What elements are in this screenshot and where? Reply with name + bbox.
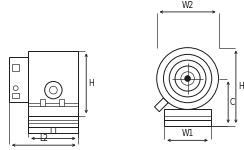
Bar: [164, 120, 211, 126]
Text: W2: W2: [182, 1, 194, 10]
Text: H: H: [238, 82, 244, 91]
Circle shape: [50, 86, 57, 94]
Bar: [59, 99, 64, 106]
Text: W1: W1: [182, 129, 194, 138]
Circle shape: [185, 76, 191, 81]
Circle shape: [45, 81, 62, 99]
Circle shape: [163, 54, 212, 103]
Bar: [28, 127, 79, 133]
Bar: [40, 99, 45, 106]
Bar: [28, 51, 79, 116]
Polygon shape: [154, 98, 168, 112]
Text: L1: L1: [49, 128, 58, 136]
Text: C: C: [230, 98, 235, 107]
Circle shape: [175, 66, 200, 91]
Circle shape: [169, 60, 206, 97]
Bar: [28, 116, 79, 127]
Circle shape: [157, 48, 219, 110]
Circle shape: [181, 72, 194, 85]
Bar: [9, 57, 28, 102]
Bar: [12, 93, 19, 98]
Text: H: H: [88, 79, 94, 88]
Bar: [12, 64, 19, 71]
Text: L2: L2: [39, 134, 48, 143]
Circle shape: [13, 86, 18, 91]
Bar: [164, 110, 211, 120]
